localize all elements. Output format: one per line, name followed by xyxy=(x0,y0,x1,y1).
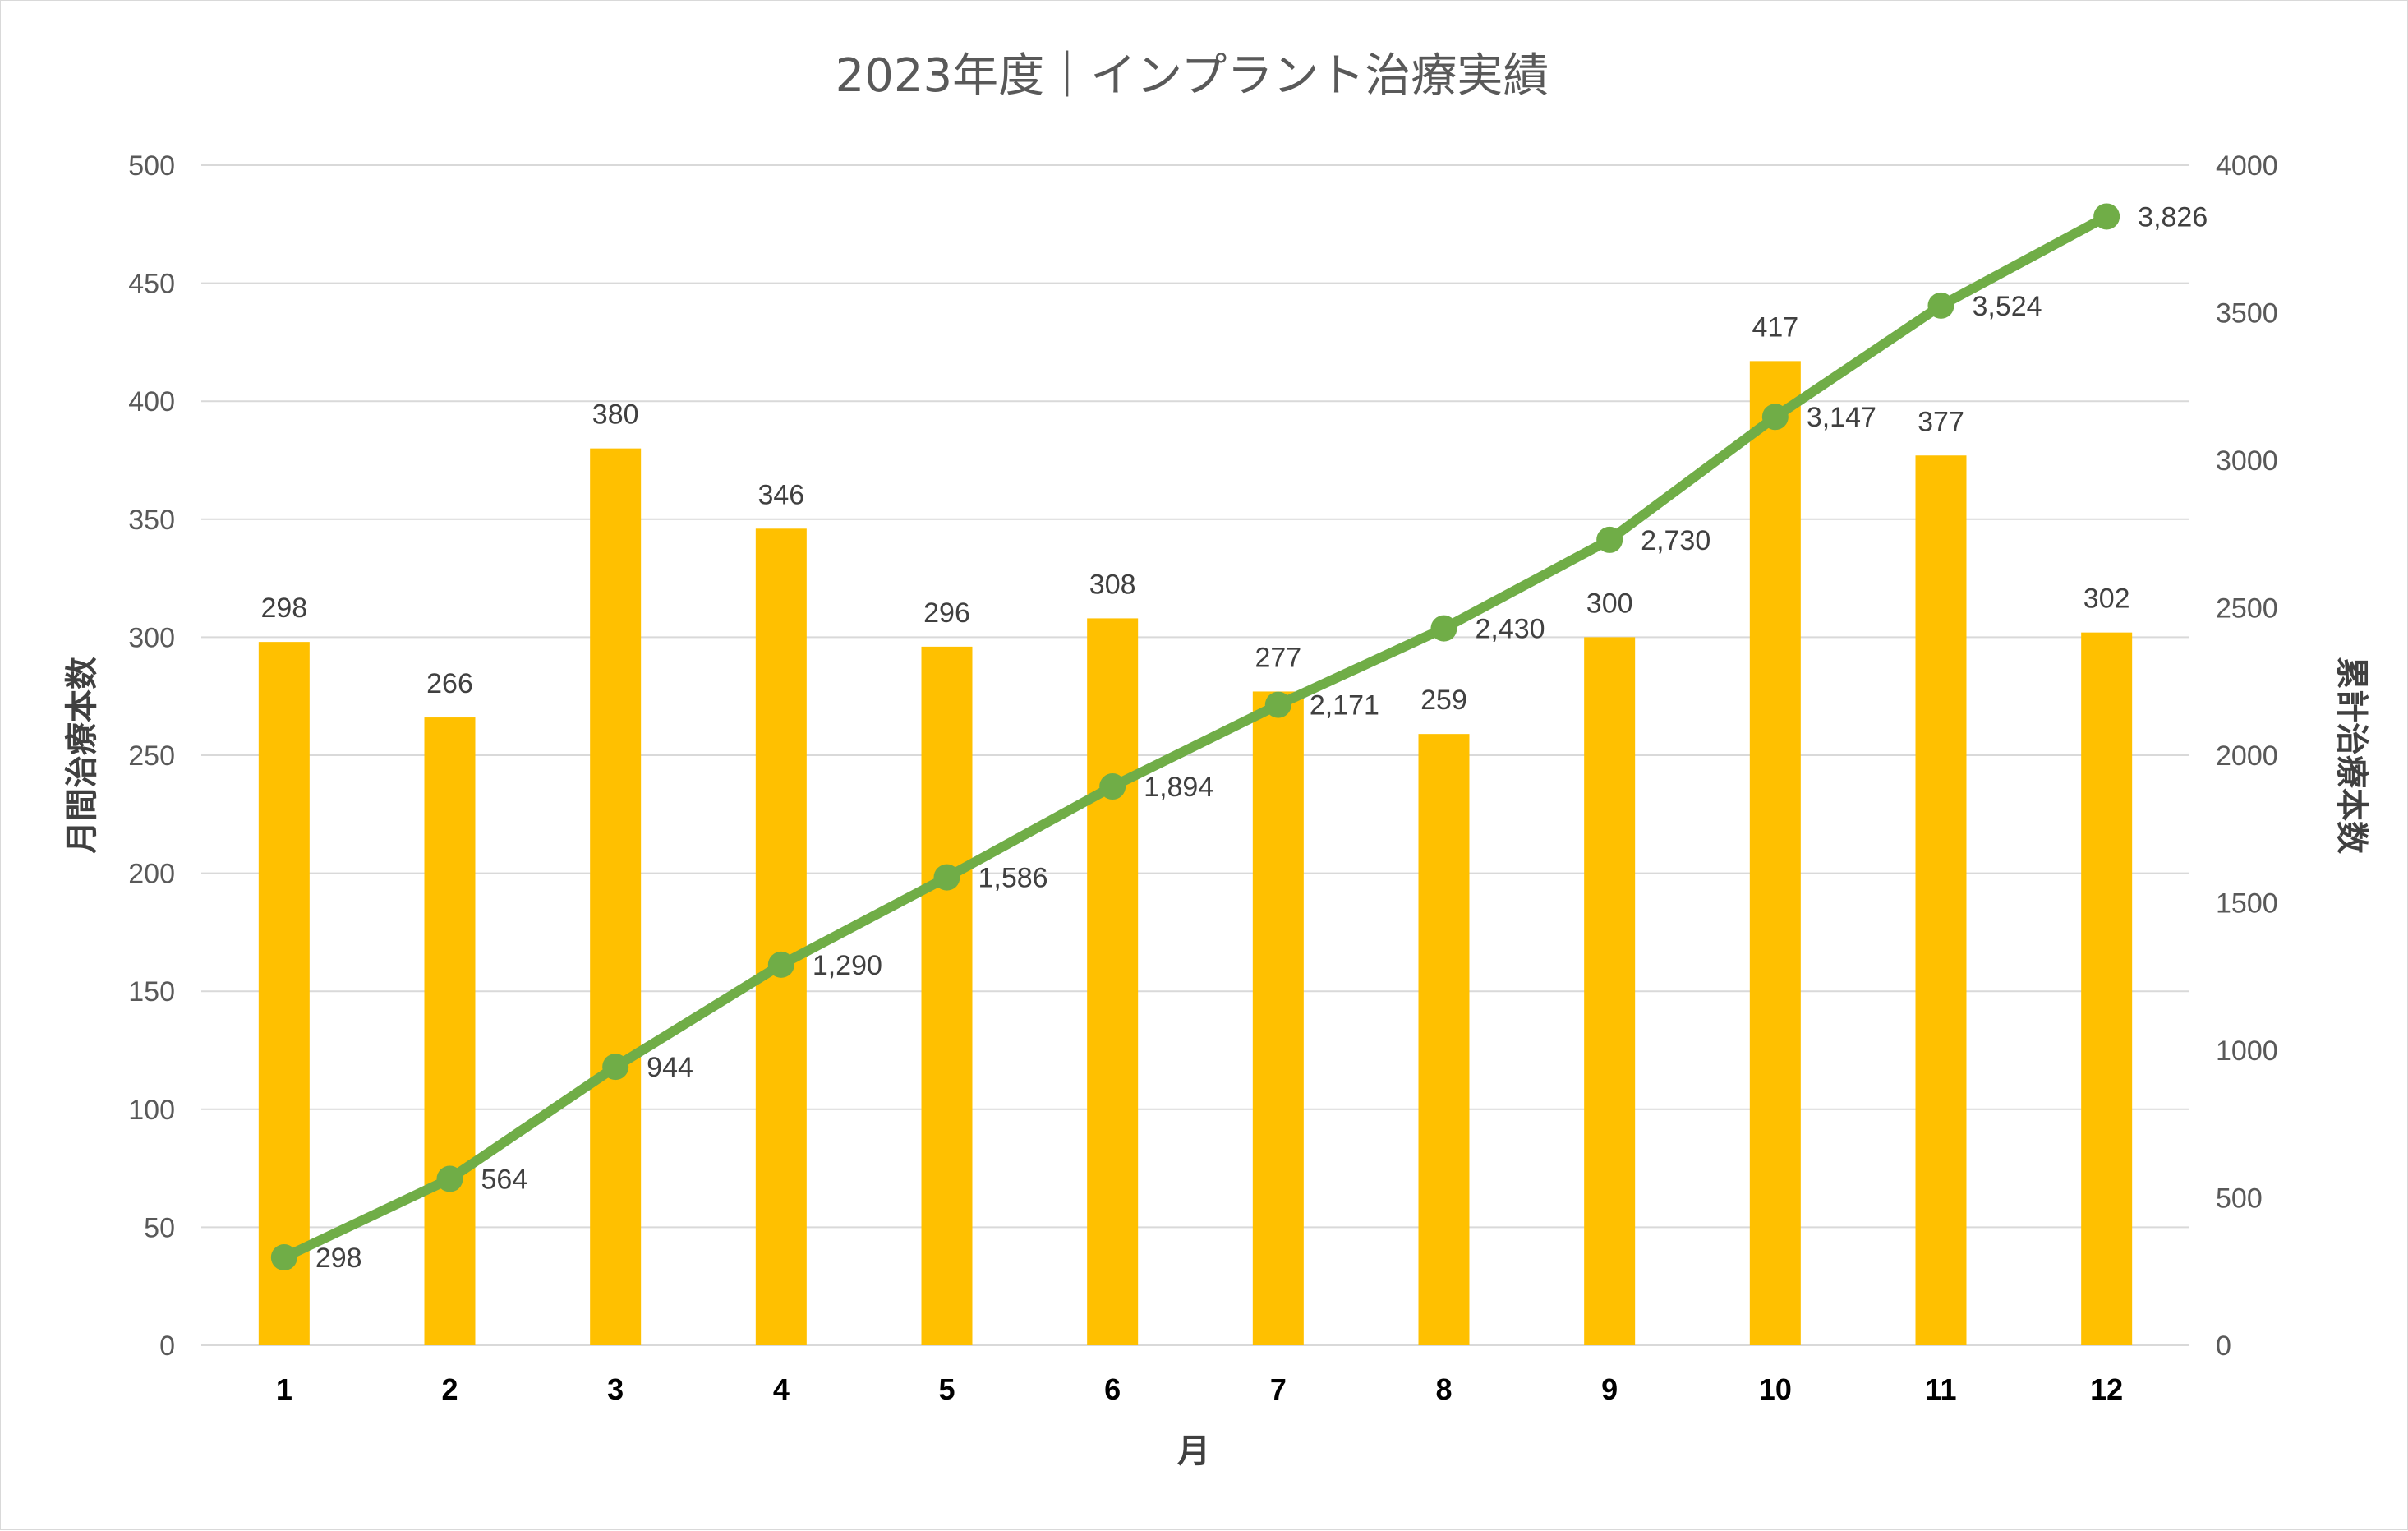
chart-title: 2023年度｜インプラント治療実績 xyxy=(836,49,1549,103)
line-point xyxy=(436,1165,463,1192)
bar xyxy=(1749,361,1801,1346)
y2-tick-label: 4000 xyxy=(2216,150,2278,182)
line-data-label: 3,147 xyxy=(1807,402,1876,433)
bar xyxy=(1087,618,1139,1345)
line-point xyxy=(270,1244,297,1271)
line-data-label: 1,894 xyxy=(1144,772,1213,803)
right-axis-ticks: 0 500 1000 1500 2000 2500 3000 3500 4000 xyxy=(2216,150,2278,1362)
line-data-labels: 298 564 944 1,290 1,586 1,894 2,171 2,430 2,730 3… xyxy=(315,201,2208,1274)
bar xyxy=(921,646,973,1345)
bar-data-label: 302 xyxy=(2083,583,2130,615)
line-data-label: 944 xyxy=(647,1052,693,1083)
x-tick-label: 2 xyxy=(441,1372,458,1406)
y2-axis-label: 累計治療本数 xyxy=(2332,657,2370,854)
x-tick-label: 1 xyxy=(276,1372,292,1406)
y2-tick-label: 1500 xyxy=(2216,888,2278,920)
bar xyxy=(1915,455,1967,1345)
line-point xyxy=(1596,526,1623,553)
line-point xyxy=(2093,203,2120,230)
gridlines xyxy=(201,164,2189,1346)
line-point xyxy=(1927,292,1954,319)
bar xyxy=(755,528,807,1345)
x-tick-label: 12 xyxy=(2090,1372,2123,1406)
y-tick-label: 200 xyxy=(128,859,175,890)
line-series xyxy=(270,203,2120,1271)
bar-data-label: 296 xyxy=(923,597,970,629)
bar-data-label: 277 xyxy=(1255,642,1301,673)
line-point xyxy=(1099,773,1126,800)
x-tick-label: 10 xyxy=(1759,1372,1792,1406)
line-data-label: 2,730 xyxy=(1641,525,1710,556)
bar-series xyxy=(258,361,2133,1346)
line-path xyxy=(279,211,2112,1263)
y-tick-label: 0 xyxy=(159,1330,175,1362)
bar xyxy=(1418,734,1470,1345)
y2-tick-label: 3500 xyxy=(2216,298,2278,330)
bar-data-label: 266 xyxy=(426,668,473,699)
y-tick-label: 450 xyxy=(128,269,175,300)
x-tick-label: 8 xyxy=(1435,1372,1452,1406)
y-tick-label: 300 xyxy=(128,622,175,653)
y2-tick-label: 0 xyxy=(2216,1330,2231,1362)
x-tick-label: 4 xyxy=(773,1372,790,1406)
line-point xyxy=(933,864,960,891)
bar xyxy=(590,448,642,1345)
x-tick-label: 7 xyxy=(1270,1372,1287,1406)
y-tick-label: 400 xyxy=(128,386,175,417)
bar xyxy=(2081,632,2133,1345)
y-tick-label: 500 xyxy=(128,150,175,182)
x-axis-label: 月 xyxy=(1177,1432,1210,1470)
bar xyxy=(258,642,310,1345)
x-tick-label: 9 xyxy=(1601,1372,1618,1406)
line-data-label: 3,524 xyxy=(1973,291,2042,322)
y-tick-label: 150 xyxy=(128,976,175,1008)
bar-data-label: 259 xyxy=(1420,685,1467,716)
line-data-label: 2,171 xyxy=(1310,690,1379,722)
line-data-label: 2,430 xyxy=(1476,614,1545,645)
line-point xyxy=(1761,404,1789,431)
left-axis-ticks: 0 50 100 150 200 250 300 350 400 450 500 xyxy=(128,150,175,1362)
bar-data-label: 346 xyxy=(757,479,804,510)
line-point xyxy=(602,1054,629,1081)
bar xyxy=(1252,691,1304,1345)
y-tick-label: 100 xyxy=(128,1095,175,1126)
y-tick-label: 250 xyxy=(128,740,175,772)
bar-data-label: 380 xyxy=(592,399,639,431)
y2-tick-label: 2000 xyxy=(2216,740,2278,772)
x-tick-label: 3 xyxy=(607,1372,624,1406)
bar-data-labels: 298 266 380 346 296 308 277 259 300 417 377 302 xyxy=(260,311,2129,716)
x-tick-label: 6 xyxy=(1104,1372,1121,1406)
bar-data-label: 298 xyxy=(260,593,307,624)
line-data-label: 298 xyxy=(315,1243,362,1274)
x-tick-label: 5 xyxy=(938,1372,955,1406)
bar-data-label: 417 xyxy=(1752,311,1798,343)
y2-tick-label: 2500 xyxy=(2216,593,2278,625)
y2-tick-label: 3000 xyxy=(2216,445,2278,477)
bar-data-label: 377 xyxy=(1918,406,1964,437)
y-tick-label: 350 xyxy=(128,505,175,536)
bar xyxy=(424,717,476,1345)
line-point xyxy=(1264,691,1291,718)
line-data-label: 564 xyxy=(481,1164,528,1196)
x-axis-ticks: 1 2 3 4 5 6 7 8 9 10 11 12 xyxy=(276,1372,2123,1406)
bar-data-label: 308 xyxy=(1089,569,1136,600)
y-axis-label: 月間治療本数 xyxy=(63,657,101,854)
bar xyxy=(1584,637,1636,1345)
line-point xyxy=(1430,615,1457,642)
bar-data-label: 300 xyxy=(1586,588,1633,619)
line-data-label: 3,826 xyxy=(2138,201,2208,233)
line-point xyxy=(767,951,794,978)
y-tick-label: 50 xyxy=(144,1212,175,1243)
line-data-label: 1,586 xyxy=(978,863,1048,894)
y2-tick-label: 1000 xyxy=(2216,1035,2278,1067)
line-data-label: 1,290 xyxy=(813,950,882,981)
y2-tick-label: 500 xyxy=(2216,1183,2263,1215)
x-tick-label: 11 xyxy=(1925,1372,1956,1406)
